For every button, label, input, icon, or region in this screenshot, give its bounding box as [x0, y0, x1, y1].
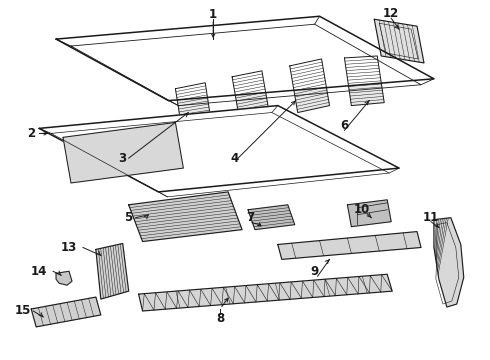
Polygon shape	[344, 56, 384, 105]
Text: 8: 8	[216, 312, 224, 325]
Text: 10: 10	[353, 203, 369, 216]
Polygon shape	[290, 59, 329, 113]
Polygon shape	[139, 274, 392, 311]
Polygon shape	[347, 200, 391, 227]
Polygon shape	[63, 122, 183, 183]
Text: 12: 12	[383, 7, 399, 20]
Polygon shape	[31, 297, 101, 327]
Polygon shape	[129, 192, 242, 242]
Text: 5: 5	[124, 211, 133, 224]
Text: 4: 4	[231, 152, 239, 165]
Polygon shape	[56, 16, 434, 100]
Polygon shape	[278, 231, 421, 260]
Text: 6: 6	[341, 119, 348, 132]
Text: 14: 14	[31, 265, 48, 278]
Text: 13: 13	[61, 241, 77, 254]
Polygon shape	[39, 105, 399, 192]
Text: 7: 7	[246, 211, 254, 224]
Text: 9: 9	[311, 265, 319, 278]
Polygon shape	[434, 218, 464, 307]
Text: 2: 2	[27, 127, 35, 140]
Text: 1: 1	[209, 8, 217, 21]
Text: 15: 15	[15, 305, 31, 318]
Polygon shape	[175, 83, 212, 132]
Polygon shape	[96, 243, 129, 299]
Polygon shape	[248, 205, 294, 230]
Polygon shape	[374, 19, 424, 63]
Text: 11: 11	[423, 211, 439, 224]
Text: 3: 3	[119, 152, 127, 165]
Polygon shape	[232, 71, 270, 122]
Polygon shape	[56, 271, 72, 285]
